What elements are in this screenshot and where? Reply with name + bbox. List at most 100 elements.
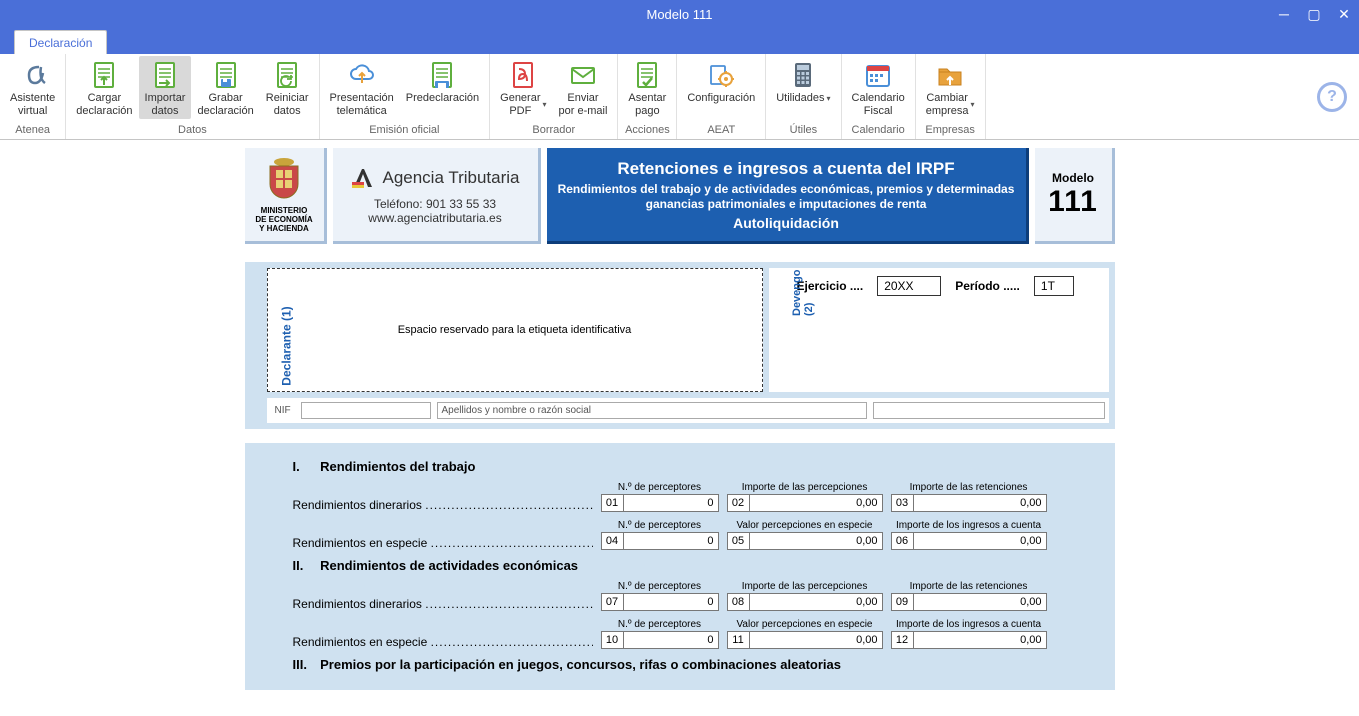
doc-right-icon: [149, 59, 181, 91]
tab-declaracion[interactable]: Declaración: [14, 30, 107, 54]
email-button[interactable]: Enviar por e-mail: [553, 56, 614, 119]
col-head: N.º de perceptores: [601, 520, 719, 531]
cambiar-label: Cambiar empresa: [926, 92, 969, 117]
cell-value-04[interactable]: 0: [623, 532, 719, 550]
cell-number: 06: [891, 532, 913, 550]
cell-number: 09: [891, 593, 913, 611]
window-title: Modelo 111: [646, 7, 712, 22]
col-head: N.º de perceptores: [601, 581, 719, 592]
cell-number: 04: [601, 532, 623, 550]
maximize-button[interactable]: ▢: [1299, 0, 1329, 28]
form-title-box: Retenciones e ingresos a cuenta del IRPF…: [547, 148, 1029, 244]
cargar-button[interactable]: Cargar declaración: [70, 56, 138, 119]
shield-icon: [262, 156, 306, 204]
cell-value-10[interactable]: 0: [623, 631, 719, 649]
document-scroll[interactable]: MINISTERIO DE ECONOMÍA Y HACIENDA Agenci…: [0, 140, 1359, 716]
cell-value-02[interactable]: 0,00: [749, 494, 883, 512]
asistente-label: Asistente virtual: [10, 92, 55, 117]
mail-icon: [567, 59, 599, 91]
cell-number: 03: [891, 494, 913, 512]
asentar-button[interactable]: Asentar pago: [622, 56, 672, 119]
cell-value-07[interactable]: 0: [623, 593, 719, 611]
cell-group: N.º de perceptores010: [601, 482, 719, 512]
cell-number: 11: [727, 631, 749, 649]
reiniciar-button[interactable]: Reiniciar datos: [260, 56, 315, 119]
cell-value-03[interactable]: 0,00: [913, 494, 1047, 512]
cell-value-09[interactable]: 0,00: [913, 593, 1047, 611]
devengo-label: Devengo (2): [791, 270, 815, 316]
declarante-label: Declarante (1): [279, 306, 293, 385]
ribbon-group-label: Acciones: [618, 122, 676, 139]
cell-value-11[interactable]: 0,00: [749, 631, 883, 649]
cell-group: Importe de las retenciones090,00: [891, 581, 1047, 611]
predeclaracion-button[interactable]: Predeclaración: [400, 56, 485, 107]
minimize-button[interactable]: ─: [1269, 0, 1299, 28]
cell-group: Importe de las percepciones020,00: [727, 482, 883, 512]
presentacion-button[interactable]: Presentación telemática: [324, 56, 400, 119]
ribbon-group-label: Emisión oficial: [320, 122, 490, 139]
titlebar: Modelo 111 ─ ▢ ✕: [0, 0, 1359, 28]
close-button[interactable]: ✕: [1329, 0, 1359, 28]
utilidades-label: Utilidades: [776, 92, 824, 105]
grabar-label: Grabar declaración: [197, 92, 253, 117]
cell-value-06[interactable]: 0,00: [913, 532, 1047, 550]
ribbon-group-label: Calendario: [842, 122, 915, 139]
cell-group: Importe de las percepciones080,00: [727, 581, 883, 611]
cell-value-12[interactable]: 0,00: [913, 631, 1047, 649]
calendario-button[interactable]: Calendario Fiscal: [846, 56, 911, 119]
cell-value-08[interactable]: 0,00: [749, 593, 883, 611]
form-title: Retenciones e ingresos a cuenta del IRPF: [557, 159, 1016, 179]
form-row: Rendimientos dinerarios N.º de perceptor…: [293, 482, 1077, 512]
importar-button[interactable]: Importar datos: [139, 56, 192, 119]
col-head: Valor percepciones en especie: [727, 619, 883, 630]
ribbon-group-label: AEAT: [677, 122, 765, 139]
ribbon-group-label: Datos: [66, 122, 318, 139]
pdf-button[interactable]: Generar PDF▾: [494, 56, 552, 119]
calendar-icon: [862, 59, 894, 91]
ejercicio-field[interactable]: 20XX: [877, 276, 941, 296]
help-button[interactable]: ?: [1317, 82, 1347, 112]
extra-field[interactable]: [873, 402, 1105, 419]
ribbon-group-label: Borrador: [490, 122, 617, 139]
periodo-label: Período .....: [955, 279, 1020, 293]
doc-up-icon: [88, 59, 120, 91]
cell-number: 05: [727, 532, 749, 550]
periodo-field[interactable]: 1T: [1034, 276, 1074, 296]
ribbon-group-aeat: Configuración AEAT: [677, 54, 766, 139]
cambiar-button[interactable]: Cambiar empresa▾: [920, 56, 981, 119]
window-controls: ─ ▢ ✕: [1269, 0, 1359, 28]
section-title: II. Rendimientos de actividades económic…: [293, 558, 1077, 573]
config-button[interactable]: Configuración: [681, 56, 761, 107]
cell-group: Importe de los ingresos a cuenta120,00: [891, 619, 1047, 649]
ministry-box: MINISTERIO DE ECONOMÍA Y HACIENDA: [245, 148, 327, 244]
asistente-button[interactable]: Asistente virtual: [4, 56, 61, 119]
nif-field[interactable]: [301, 402, 431, 419]
devengo-box: Devengo (2) Ejercicio .... 20XX Período …: [769, 268, 1109, 392]
cell-value-05[interactable]: 0,00: [749, 532, 883, 550]
form-subtitle: Rendimientos del trabajo y de actividade…: [557, 182, 1016, 212]
nif-label: NIF: [271, 402, 295, 419]
col-head: Importe de las percepciones: [727, 482, 883, 493]
model-label: Modelo: [1052, 171, 1094, 185]
grabar-button[interactable]: Grabar declaración: [191, 56, 259, 119]
cloud-up-icon: [346, 59, 378, 91]
cell-value-01[interactable]: 0: [623, 494, 719, 512]
ribbon-group-acciones: Asentar pago Acciones: [618, 54, 677, 139]
apellidos-field[interactable]: Apellidos y nombre o razón social: [437, 402, 867, 419]
row-label: Rendimientos dinerarios: [293, 498, 593, 512]
row-label: Rendimientos en especie: [293, 536, 593, 550]
dropdown-arrow-icon: ▾: [827, 94, 831, 103]
col-head: Importe de las percepciones: [727, 581, 883, 592]
model-number: 111: [1048, 185, 1098, 219]
ribbon-group-label: Útiles: [766, 122, 840, 139]
cell-number: 01: [601, 494, 623, 512]
utilidades-button[interactable]: Utilidades▾: [770, 56, 836, 107]
ribbon-group-calendario: Calendario Fiscal Calendario: [842, 54, 916, 139]
ribbon-group-label: Empresas: [916, 122, 985, 139]
ribbon-group-emisión-oficial: Presentación telemáticaPredeclaración Emi…: [320, 54, 491, 139]
cell-group: Valor percepciones en especie110,00: [727, 619, 883, 649]
form-row: Rendimientos en especie N.º de perceptor…: [293, 520, 1077, 550]
agency-phone: Teléfono: 901 33 55 33: [374, 197, 496, 211]
col-head: Importe de los ingresos a cuenta: [891, 619, 1047, 630]
ribbon-group-atenea: Asistente virtualAtenea: [0, 54, 66, 139]
